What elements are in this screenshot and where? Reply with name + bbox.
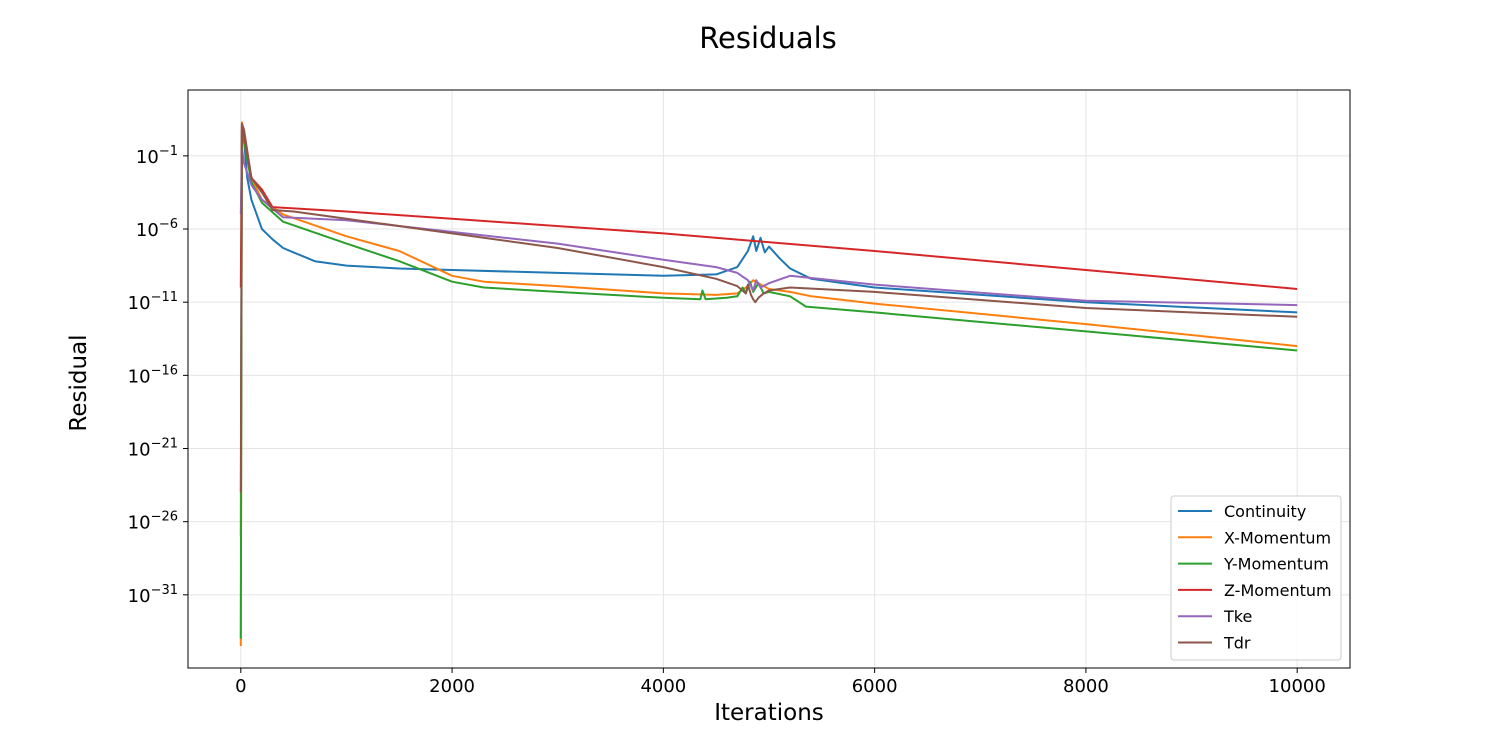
y-tick-label: 10−26 [128,510,178,534]
series-line-continuity [239,128,1298,537]
series-line-x-momentum [239,121,1298,647]
series-line-tdr [239,122,1298,493]
series-line-z-momentum [239,125,1298,290]
legend-label: X-Momentum [1224,528,1331,547]
legend: Continuity X-Momentum Y-Momentum Z-Momentum… [1170,495,1342,661]
legend-label: Tdr [1223,634,1251,653]
x-axis-label: Iterations [714,700,824,726]
grid [188,90,1350,668]
legend-box [1170,495,1342,661]
x-tick-label: 6000 [852,676,898,697]
y-tick-label: 10−6 [136,217,178,241]
plot-frame [187,89,1351,669]
x-tick-label: 10000 [1269,676,1326,697]
series-line-y-momentum [239,132,1298,639]
y-tick-label: 10−1 [136,144,178,168]
x-tick-label: 0 [235,676,246,697]
y-tick-label: 10−11 [128,290,178,314]
legend-label: Z-Momentum [1224,581,1332,600]
y-axis-label: Residual [66,334,92,431]
y-tick-label: 10−16 [128,363,178,387]
y-axis-ticks: 10−1 10−6 10−11 10−16 10−21 10−26 10−31 [128,144,188,607]
chart-title: Residuals [699,21,837,55]
legend-label: Continuity [1224,502,1306,521]
x-tick-label: 4000 [640,676,686,697]
x-tick-label: 8000 [1063,676,1109,697]
series-lines [239,121,1298,647]
y-tick-label: 10−21 [128,437,178,461]
legend-label: Tke [1223,607,1252,626]
legend-label: Y-Momentum [1223,555,1329,574]
x-axis-ticks: 0 2000 4000 6000 8000 10000 [235,668,1326,697]
series-line-tke [239,147,1298,307]
x-tick-label: 2000 [429,676,475,697]
y-tick-label: 10−31 [128,583,178,607]
